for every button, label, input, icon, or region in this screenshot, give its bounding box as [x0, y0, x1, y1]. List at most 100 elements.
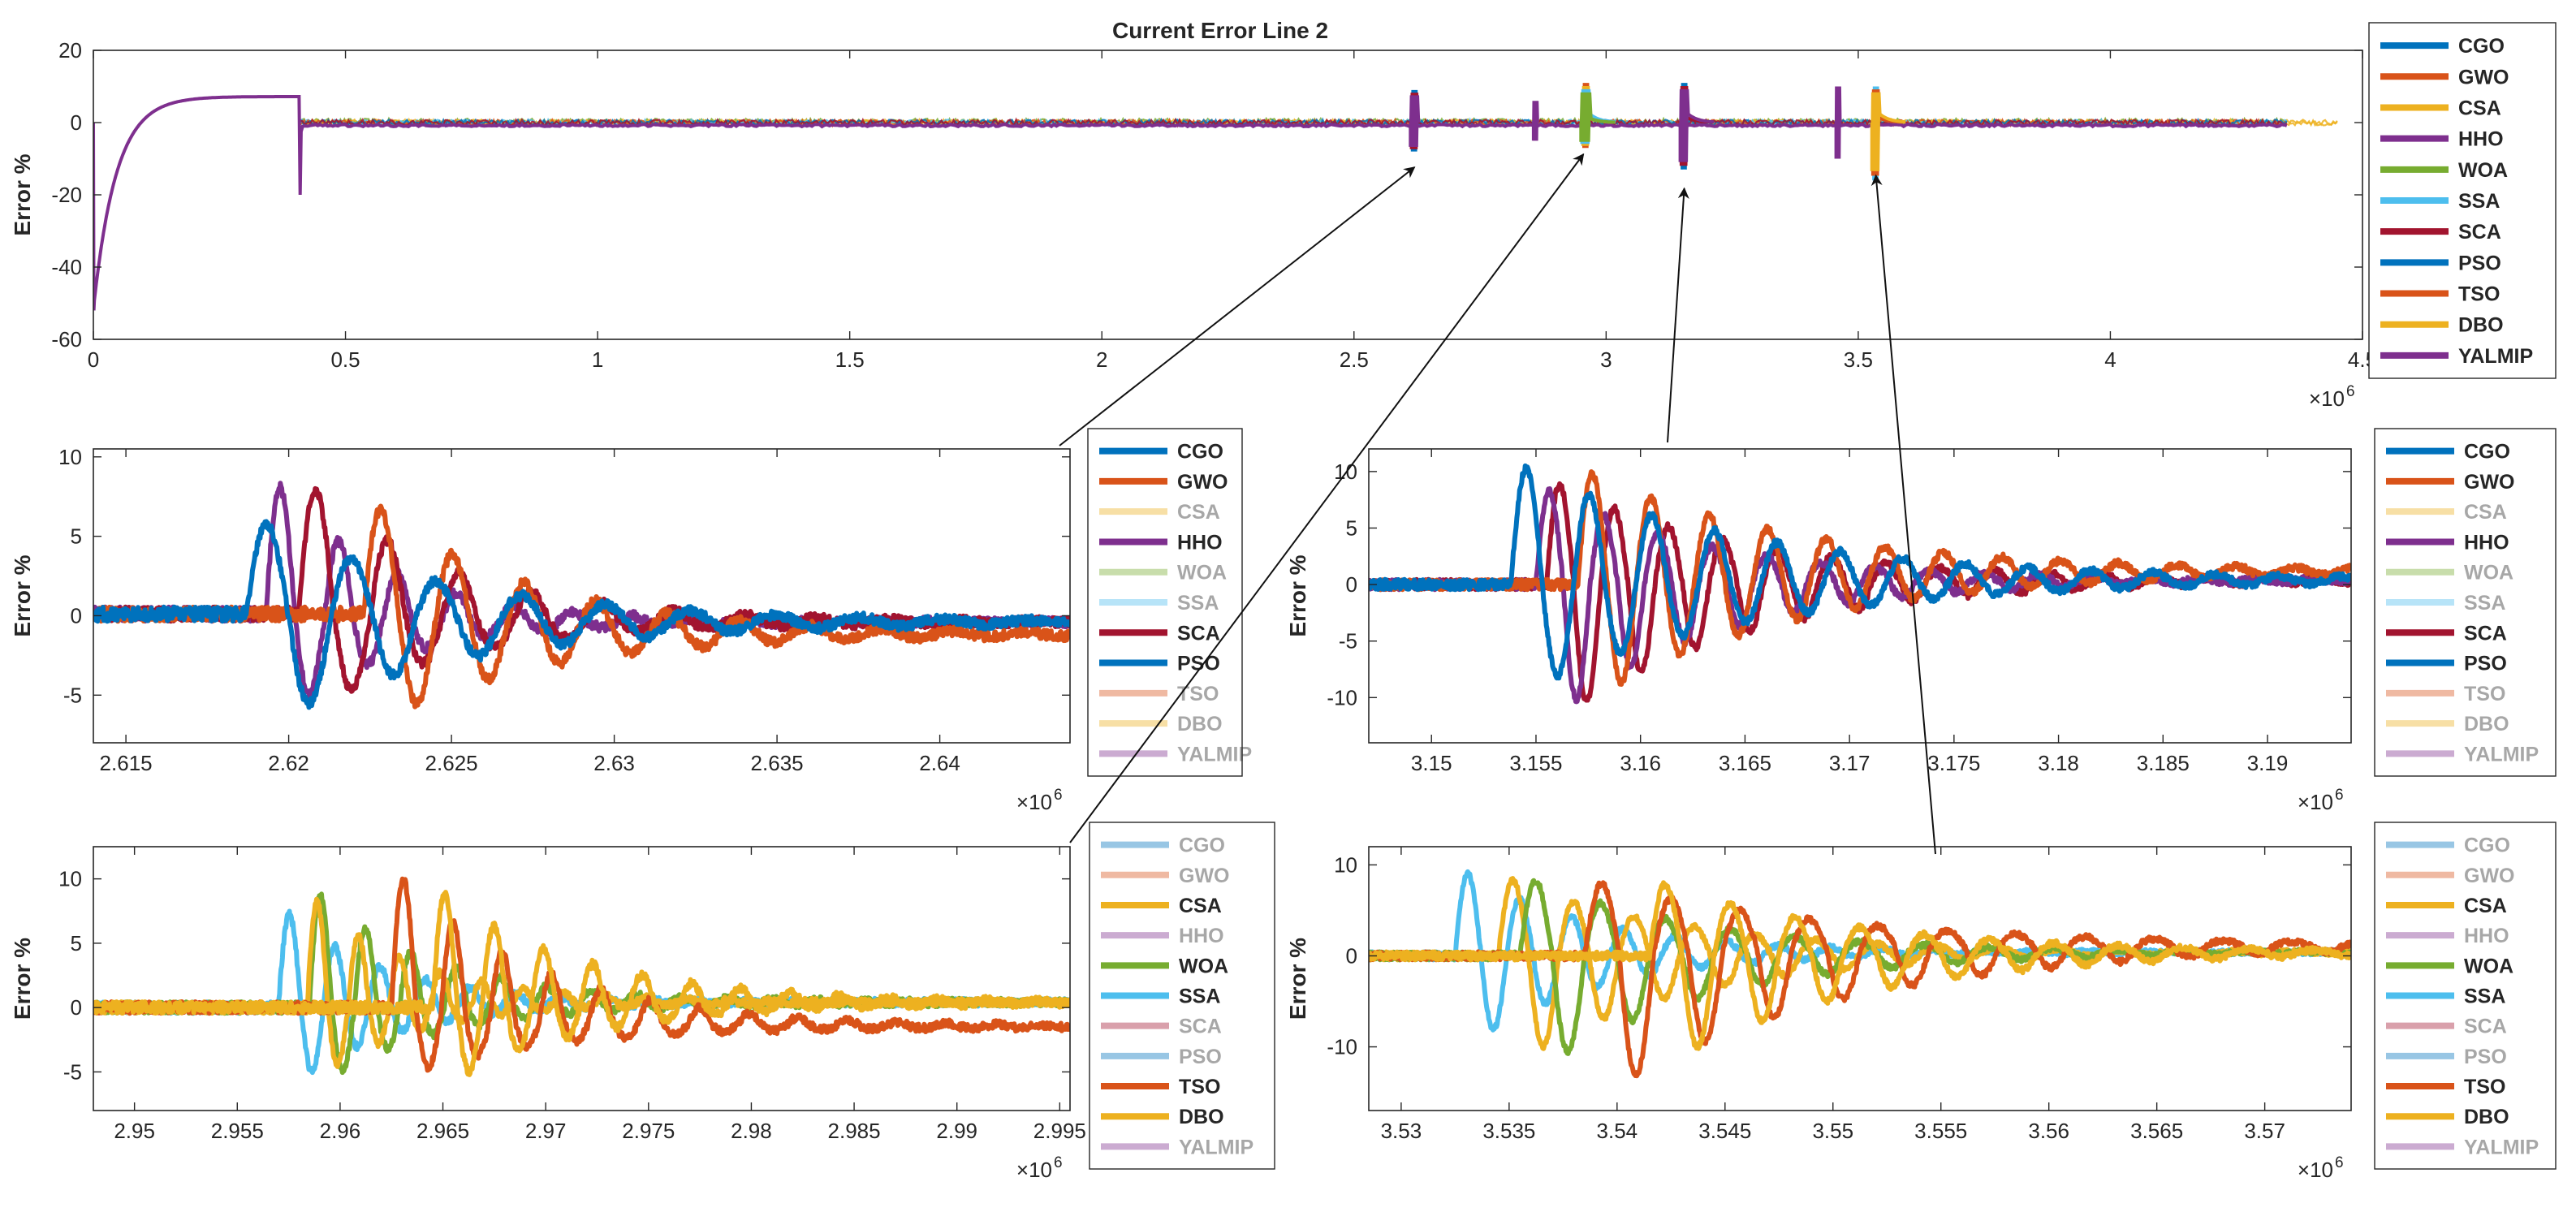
x-tick-label: 2.96: [320, 1119, 361, 1143]
legend-entry-gwo: GWO: [2386, 471, 2515, 494]
legend-label: WOA: [2458, 159, 2508, 182]
legend-label: TSO: [2464, 1076, 2505, 1098]
y-tick-label: 5: [71, 524, 82, 549]
legend-entry-sca: SCA: [1099, 622, 1220, 645]
legend-entry-dbo: DBO: [2386, 713, 2509, 735]
axes-frame: [1368, 846, 2352, 1111]
axes-frame: [93, 50, 2363, 340]
series-line-woa: [93, 891, 1070, 1076]
legend-entry-yalmip: YALMIP: [2380, 345, 2533, 368]
legend-entry-csa: CSA: [2386, 501, 2507, 524]
y-axis-label: Error %: [10, 153, 35, 235]
legend-entry-tso: TSO: [2386, 683, 2505, 705]
legend-label: CGO: [2458, 35, 2505, 58]
series-line-gwo: [1369, 469, 2351, 687]
y-axis-label: Error %: [10, 938, 35, 1020]
event-spike-woa: [1579, 92, 1616, 142]
legend-label: HHO: [1177, 531, 1223, 554]
x-tick-label: 3.555: [1914, 1119, 1967, 1143]
legend-entry-csa: CSA: [2386, 895, 2507, 917]
legend-entry-ssa: SSA: [1099, 592, 1219, 615]
legend-label: YALMIP: [2458, 345, 2533, 368]
legend-box: [1087, 428, 1243, 777]
zoom-arrows: [1059, 153, 1936, 855]
x-scale-multiplier: ×10: [1016, 790, 1052, 814]
x-scale-exponent: 6: [1054, 1154, 1063, 1171]
legend-entry-hho: HHO: [2380, 128, 2504, 151]
legend-entry-dbo: DBO: [1099, 713, 1223, 735]
y-tick-label: 10: [58, 445, 82, 469]
x-tick-label: 3.15: [1411, 751, 1452, 775]
x-scale-multiplier: ×10: [2298, 1158, 2333, 1182]
legend-label: HHO: [2464, 531, 2509, 554]
x-tick-label: 2.975: [622, 1119, 675, 1143]
chart-zoom4: 3.53 3.535 3.54 3.545 3.55 3.555 3.56 3.565 3.57…: [1285, 822, 2557, 1182]
x-tick-label: 3.175: [1927, 751, 1980, 775]
y-tick-label: 5: [71, 931, 82, 955]
x-tick-label: 2.985: [828, 1119, 881, 1143]
x-tick-label: 3.55: [1812, 1119, 1853, 1143]
legend-label: SSA: [1177, 592, 1219, 615]
x-tick-label: 3.165: [1719, 751, 1771, 775]
legend: CGO GWO CSA HHO WOA SSA SCA PSO TSO DBO YALMIP: [1087, 428, 1252, 777]
zoom-arrow: [1059, 166, 1416, 446]
legend-entry-tso: TSO: [1099, 683, 1219, 705]
y-tick-label: -5: [63, 683, 82, 707]
legend-entry-csa: CSA: [1101, 895, 1222, 917]
plot-area: [1369, 869, 2351, 1079]
x-tick-label: 2.98: [731, 1119, 772, 1143]
y-tick-label: -20: [51, 183, 82, 207]
legend-entry-hho: HHO: [1099, 531, 1223, 554]
y-tick-label: 0: [1346, 572, 1357, 597]
legend-entry-sca: SCA: [2386, 622, 2507, 645]
x-tick-label: 3: [1600, 347, 1612, 372]
x-tick-label: 3.54: [1597, 1119, 1638, 1143]
x-tick-label: 2.965: [416, 1119, 469, 1143]
event-spike-csa: [1870, 92, 1906, 171]
series-line-yalmip: [93, 95, 2288, 311]
x-tick-label: 3.17: [1829, 751, 1871, 775]
chart-zoom1: 2.615 2.62 2.625 2.63 2.635 2.64 -5 0 5 10 Error %…: [10, 428, 1252, 814]
x-tick-label: 3.565: [2130, 1119, 2183, 1143]
legend-label: TSO: [1179, 1076, 1220, 1098]
legend-entry-hho: HHO: [1101, 925, 1224, 947]
legend-label: CSA: [2464, 501, 2507, 524]
y-tick-label: 0: [71, 603, 82, 628]
y-tick-label: 5: [1346, 515, 1357, 540]
legend-label: SSA: [2464, 986, 2505, 1008]
legend-entry-gwo: GWO: [1099, 471, 1228, 494]
zoom-arrow: [1069, 153, 1585, 843]
legend-label: GWO: [2464, 865, 2515, 887]
legend-label: SSA: [1179, 986, 1220, 1008]
legend-label: CGO: [1177, 441, 1223, 464]
legend-entry-yalmip: YALMIP: [1099, 743, 1252, 766]
legend-entry-woa: WOA: [1101, 955, 1228, 977]
event-spike-hho: [1409, 95, 1421, 147]
legend-entry-tso: TSO: [2386, 1076, 2505, 1098]
legend-label: CSA: [1177, 501, 1220, 524]
legend-label: WOA: [1179, 955, 1228, 977]
y-tick-label: 0: [71, 995, 82, 1020]
x-scale-exponent: 6: [2346, 383, 2355, 400]
legend-label: TSO: [2458, 283, 2500, 306]
legend-label: DBO: [2464, 1106, 2509, 1128]
legend-label: WOA: [2464, 562, 2513, 584]
legend-label: SCA: [2464, 1016, 2507, 1038]
series-line-sca: [300, 117, 2287, 128]
x-tick-label: 3.56: [2028, 1119, 2069, 1143]
axes-frame: [93, 846, 1071, 1111]
x-scale-multiplier: ×10: [2298, 790, 2333, 814]
legend-label: WOA: [2464, 955, 2513, 977]
series-line-hho: [93, 481, 1070, 701]
plot-area: [1369, 463, 2351, 705]
x-tick-label: 4: [2104, 347, 2116, 372]
y-tick-label: -40: [51, 255, 82, 279]
y-axis-label: Error %: [10, 554, 35, 636]
legend-entry-cgo: CGO: [2386, 835, 2510, 857]
legend: CGO GWO CSA HHO WOA SSA SCA PSO TSO DBO YALMIP: [1089, 822, 1275, 1170]
legend-entry-cgo: CGO: [1101, 835, 1225, 857]
legend-entry-ssa: SSA: [2386, 986, 2505, 1008]
x-tick-label: 2.995: [1033, 1119, 1086, 1143]
series-line-dbo: [93, 890, 1070, 1077]
